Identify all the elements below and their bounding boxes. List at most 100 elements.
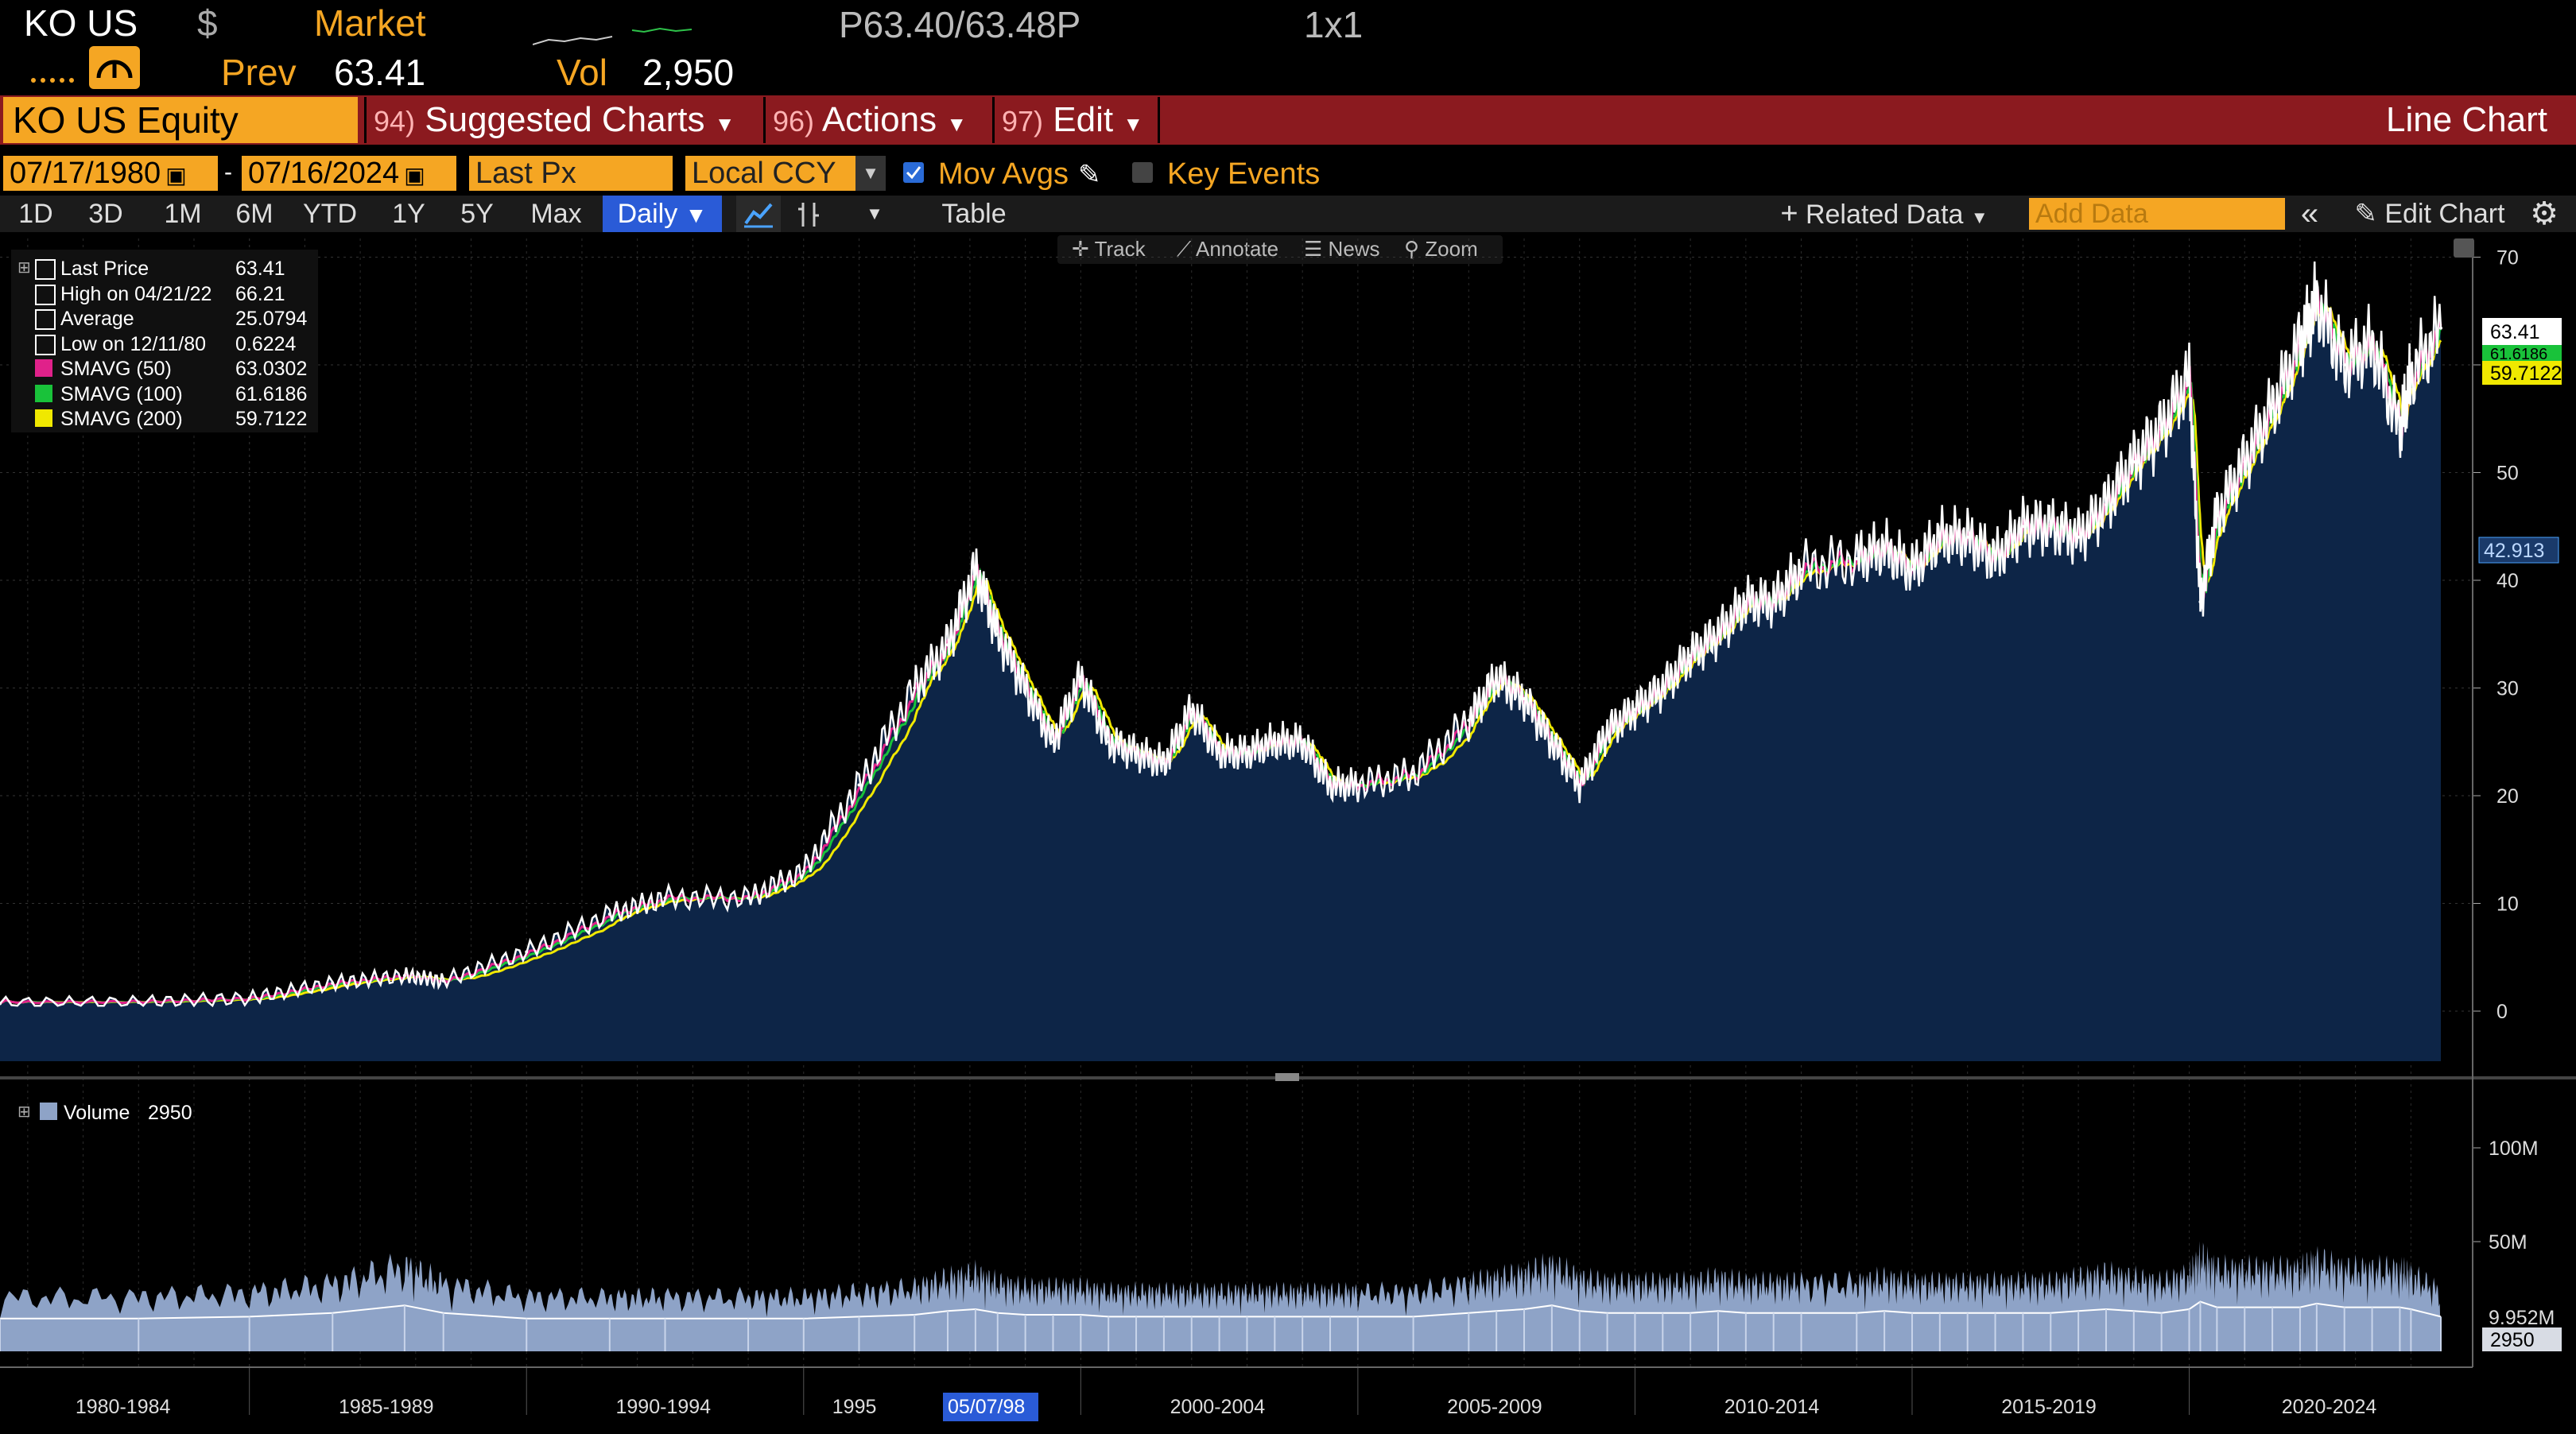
volume-bar xyxy=(2399,1307,2401,1351)
price-point xyxy=(1716,632,1720,636)
volume-bar xyxy=(1080,1315,1082,1351)
currency-select[interactable]: Local CCY xyxy=(685,156,886,191)
volume-bar xyxy=(2022,1312,2024,1351)
actions-button[interactable]: 96) Actions ▼ xyxy=(773,100,968,139)
price-point xyxy=(2104,503,2108,507)
price-point xyxy=(1467,719,1471,723)
market-label: Market xyxy=(314,2,426,44)
end-date-field[interactable]: 07/16/2024 ▣ xyxy=(242,156,456,191)
news-icon: ☰ xyxy=(1304,237,1323,261)
average-tag: 42.913 xyxy=(2484,540,2544,562)
range-1y[interactable]: 1Y xyxy=(392,199,425,229)
table-button[interactable]: Table xyxy=(941,199,1007,229)
volume-bar xyxy=(1994,1312,1996,1351)
add-data-input[interactable]: Add Data xyxy=(2029,198,2285,230)
range-max[interactable]: Max xyxy=(530,199,582,229)
frequency-select[interactable]: Daily ▼ xyxy=(603,196,722,232)
sma200-tag-bg xyxy=(2482,361,2562,385)
legend-swatch xyxy=(35,259,56,280)
volume-label: Vol xyxy=(557,52,607,93)
price-point xyxy=(1217,750,1221,754)
mov-avgs-label[interactable]: Mov Avgs xyxy=(938,157,1069,191)
legend-value: 0.6224 xyxy=(235,332,297,355)
price-point xyxy=(1162,762,1166,765)
range-5y[interactable]: 5Y xyxy=(460,199,494,229)
price-point xyxy=(1273,740,1277,744)
volume-bar xyxy=(974,1308,976,1351)
calendar-icon[interactable]: ▣ xyxy=(404,163,425,188)
field-select[interactable]: Last Px xyxy=(469,156,673,191)
price-tick-label: 40 xyxy=(2496,570,2519,592)
legend-swatch xyxy=(35,359,52,377)
line-chart-icon[interactable] xyxy=(736,196,781,232)
price-point xyxy=(1301,740,1305,744)
chart-options-icon[interactable] xyxy=(2454,238,2474,258)
legend-value: 63.0302 xyxy=(235,358,308,380)
period-label: 1985-1989 xyxy=(339,1396,434,1418)
suggested-charts-button[interactable]: 94) Suggested Charts ▼ xyxy=(374,100,735,139)
cursor-date: 05/07/98 xyxy=(948,1396,1025,1418)
legend-label: High on 04/21/22 xyxy=(60,282,212,305)
bar-chart-icon[interactable] xyxy=(787,196,832,232)
range-3d[interactable]: 3D xyxy=(88,199,123,229)
related-data-button[interactable]: + Related Data ▼ xyxy=(1780,197,1988,231)
volume-bar xyxy=(526,1318,528,1351)
volume-bar xyxy=(1135,1316,1138,1351)
volume-bar xyxy=(1468,1312,1470,1351)
price-point xyxy=(2370,341,2374,345)
price-point xyxy=(1051,740,1055,744)
chart-style-dropdown-icon[interactable]: ▼ xyxy=(866,203,883,223)
price-tick-label: 70 xyxy=(2496,247,2519,269)
price-point xyxy=(2021,525,2025,529)
price-point xyxy=(1189,707,1193,711)
collapse-panel-icon[interactable]: « xyxy=(2300,196,2319,231)
price-point xyxy=(973,568,977,572)
edit-button[interactable]: 97) Edit ▼ xyxy=(1002,100,1144,139)
speedometer-icon[interactable] xyxy=(89,46,140,89)
range-ytd[interactable]: YTD xyxy=(303,199,357,229)
legend-collapse-icon[interactable]: ⊞ xyxy=(17,259,31,277)
volume-bar xyxy=(1884,1311,1886,1351)
pencil-icon[interactable]: ✎ xyxy=(1078,160,1101,190)
volume-bar xyxy=(996,1312,999,1351)
volume-bar xyxy=(1274,1316,1276,1351)
start-date-field[interactable]: 07/17/1980 ▣ xyxy=(3,156,218,191)
volume-bar xyxy=(2199,1301,2202,1351)
volume-bar xyxy=(802,1318,805,1351)
range-1d[interactable]: 1D xyxy=(18,199,53,229)
legend-value: 61.6186 xyxy=(235,382,308,405)
pane-resize-handle[interactable] xyxy=(1275,1073,1299,1081)
price-point xyxy=(801,869,805,873)
volume-bar xyxy=(747,1318,750,1351)
key-events-checkbox[interactable] xyxy=(1132,162,1153,183)
price-point xyxy=(1245,750,1249,754)
price-point xyxy=(1744,600,1748,604)
sma200-tag: 59.7122 xyxy=(2490,362,2562,385)
calendar-icon[interactable]: ▣ xyxy=(165,163,187,188)
volume-bar xyxy=(1690,1312,1692,1351)
price-point xyxy=(663,896,667,900)
security-field[interactable]: KO US Equity xyxy=(3,97,358,143)
mov-avgs-checkbox[interactable] xyxy=(903,162,924,183)
volume-bar xyxy=(1911,1312,1913,1351)
range-6m[interactable]: 6M xyxy=(235,199,274,229)
volume-legend-label: Volume xyxy=(64,1102,130,1124)
price-point xyxy=(525,950,529,954)
key-events-label[interactable]: Key Events xyxy=(1167,157,1321,191)
volume-bar xyxy=(1578,1311,1581,1351)
volume-bar xyxy=(1856,1312,1858,1351)
gear-icon[interactable]: ⚙ xyxy=(2530,196,2559,231)
edit-chart-button[interactable]: ✎ Edit Chart xyxy=(2354,199,2505,229)
quote-size: 1x1 xyxy=(1304,4,1364,45)
currency-dropdown-icon[interactable]: ▼ xyxy=(855,156,886,191)
range-1m[interactable]: 1M xyxy=(164,199,202,229)
price-point xyxy=(2077,535,2081,539)
ticker-symbol: KO US xyxy=(24,2,138,44)
volume-bar xyxy=(1772,1312,1775,1351)
legend-value: 63.41 xyxy=(235,258,285,280)
price-tick-label: 20 xyxy=(2496,785,2519,808)
legend-collapse-icon[interactable]: ⊞ xyxy=(17,1103,31,1121)
volume-average-tag: 9.952M xyxy=(2489,1307,2555,1329)
price-point xyxy=(1079,675,1083,679)
